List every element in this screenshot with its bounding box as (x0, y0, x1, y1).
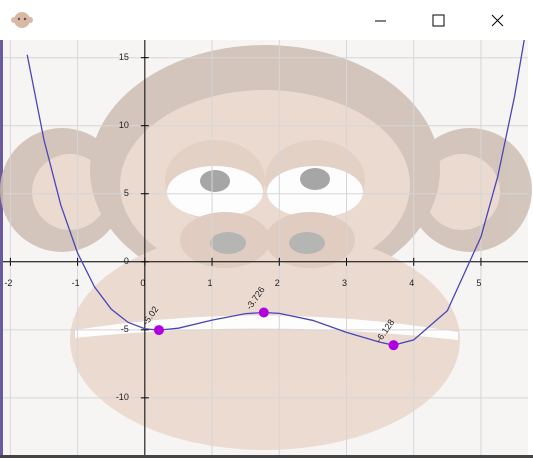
y-tick-label: 0 (124, 256, 129, 266)
x-tick-label: 4 (409, 278, 414, 288)
maximize-button[interactable] (432, 14, 445, 27)
y-tick-label: 10 (119, 120, 129, 130)
critical-point (153, 325, 164, 336)
critical-point (258, 307, 269, 318)
app-icon (11, 12, 33, 28)
bottom-edge (0, 455, 533, 458)
curve (26, 40, 525, 346)
y-tick-label: 15 (119, 52, 129, 62)
x-tick-label: 1 (208, 278, 213, 288)
title-bar (3, 0, 528, 40)
y-tick-label: -5 (121, 324, 129, 334)
close-button[interactable] (491, 14, 504, 27)
y-tick-label: 5 (124, 188, 129, 198)
x-tick-label: 3 (342, 278, 347, 288)
y-tick-label: -10 (116, 392, 129, 402)
critical-point (388, 340, 399, 351)
x-tick-label: 2 (275, 278, 280, 288)
x-tick-label: 0 (140, 278, 145, 288)
x-tick-label: -2 (4, 278, 12, 288)
behind-strip (0, 40, 3, 458)
x-tick-label: -1 (72, 278, 80, 288)
x-tick-label: 5 (476, 278, 481, 288)
watermark (0, 45, 532, 450)
